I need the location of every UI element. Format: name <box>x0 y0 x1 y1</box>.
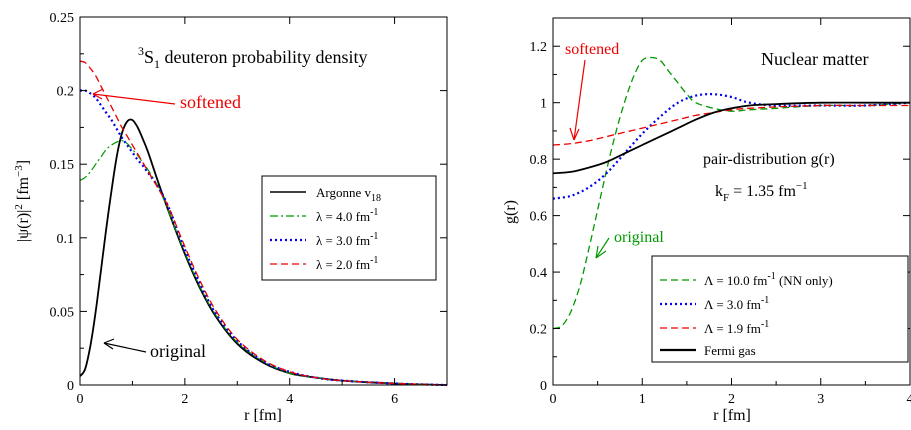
right-y-tick-label: 1.2 <box>530 40 548 55</box>
right-y-tick-label: 1 <box>540 97 547 112</box>
svg-text:|ψ(r)|2 [fm−3]: |ψ(r)|2 [fm−3] <box>13 160 32 242</box>
right-y-tick-label: 0.8 <box>530 153 548 168</box>
left-arrow-original <box>103 342 147 353</box>
legend-label-Lambda19: Λ = 1.9 fm-1 <box>704 319 769 336</box>
legend-label-lambda2: λ = 2.0 fm-1 <box>316 255 378 272</box>
left-plot-area <box>79 60 448 387</box>
left-legend: Argonne v18 λ = 4.0 fm-1 λ = 3.0 fm-1 λ … <box>261 175 437 281</box>
left-y-tick-label: 0.15 <box>50 158 75 173</box>
right-series-line-0 <box>552 56 911 330</box>
right-legend-box <box>651 255 909 363</box>
right-x-tick-label: 4 <box>907 392 911 407</box>
right-subtitle: pair-distribution g(r) <box>703 151 835 168</box>
left-x-tick-label: 4 <box>286 392 293 407</box>
left-annotation-original: original <box>150 341 206 361</box>
right-x-tick-label: 1 <box>639 392 646 407</box>
right-series-line-1 <box>552 93 911 200</box>
left-x-axis-label: r [fm] <box>244 407 282 424</box>
left-panel-deuteron: 0 2 4 6 0 0.05 0.1 0.15 0.2 0.25 |ψ(r)|2 [fm−3] r… <box>13 11 448 424</box>
left-y-tick-label: 0.25 <box>50 11 75 26</box>
right-series-line-3 <box>552 101 910 175</box>
right-axis-ticks: 0 1 2 3 4 0 0.2 0.4 0.6 0.8 1 1.2 <box>530 18 911 407</box>
left-series-line-1 <box>79 139 448 386</box>
right-y-tick-label: 0.4 <box>530 266 548 281</box>
right-y-tick-label: 0 <box>540 379 547 394</box>
right-arrow-original <box>595 237 610 259</box>
right-arrow-softened <box>573 59 586 141</box>
legend-label-Lambda3: Λ = 3.0 fm-1 <box>704 295 769 312</box>
left-legend-box <box>261 175 437 281</box>
right-y-axis-label: g(r) <box>502 200 519 224</box>
left-x-tick-label: 0 <box>77 392 84 407</box>
left-arrowhead-softened <box>92 88 104 100</box>
left-chart-title: 3S1 deuteron probability density <box>138 44 367 71</box>
left-y-tick-label: 0.1 <box>57 232 75 247</box>
right-legend: Λ = 10.0 fm-1 (NN only) Λ = 3.0 fm-1 Λ =… <box>651 255 909 363</box>
left-arrowhead-original <box>103 338 115 350</box>
right-series-line-2 <box>552 104 910 146</box>
legend-label-lambda4: λ = 4.0 fm-1 <box>316 207 378 224</box>
right-arrowhead-original <box>595 245 607 259</box>
right-y-tick-label: 0.6 <box>530 210 548 225</box>
right-x-axis-label: r [fm] <box>713 407 751 424</box>
left-x-tick-label: 6 <box>391 392 398 407</box>
left-y-tick-label: 0 <box>67 379 74 394</box>
right-x-tick-label: 0 <box>550 392 557 407</box>
right-kf-note: kF = 1.35 fm−1 <box>715 180 808 204</box>
right-annotation-softened: softened <box>565 41 619 58</box>
left-axis-ticks: 0 2 4 6 0 0.05 0.1 0.15 0.2 0.25 <box>50 11 448 407</box>
left-y-tick-label: 0.2 <box>57 85 75 100</box>
left-y-axis-label: |ψ(r)|2 [fm−3] <box>13 160 32 242</box>
left-annotation-softened: softened <box>180 92 241 112</box>
right-x-tick-label: 3 <box>817 392 824 407</box>
left-series-line-2 <box>79 89 448 387</box>
right-arrowhead-softened <box>569 127 580 141</box>
left-x-tick-label: 2 <box>181 392 188 407</box>
svg-text:g(r): g(r) <box>502 200 519 224</box>
right-y-tick-label: 0.2 <box>530 323 548 338</box>
left-y-tick-label: 0.05 <box>50 305 75 320</box>
left-arrow-softened <box>92 93 176 105</box>
legend-label-fermi: Fermi gas <box>704 343 756 358</box>
right-plot-area <box>552 56 911 330</box>
right-panel-nuclear-matter: 0 1 2 3 4 0 0.2 0.4 0.6 0.8 1 1.2 g(r) r [fm] Nucle… <box>502 17 911 424</box>
legend-label-Lambda10: Λ = 10.0 fm-1 (NN only) <box>704 271 833 288</box>
right-x-tick-label: 2 <box>728 392 735 407</box>
right-annotation-original: original <box>614 229 664 246</box>
legend-label-argonne: Argonne v18 <box>316 185 381 204</box>
left-series-line-3 <box>79 60 448 386</box>
right-chart-title: Nuclear matter <box>761 49 868 69</box>
legend-label-lambda3: λ = 3.0 fm-1 <box>316 231 378 248</box>
